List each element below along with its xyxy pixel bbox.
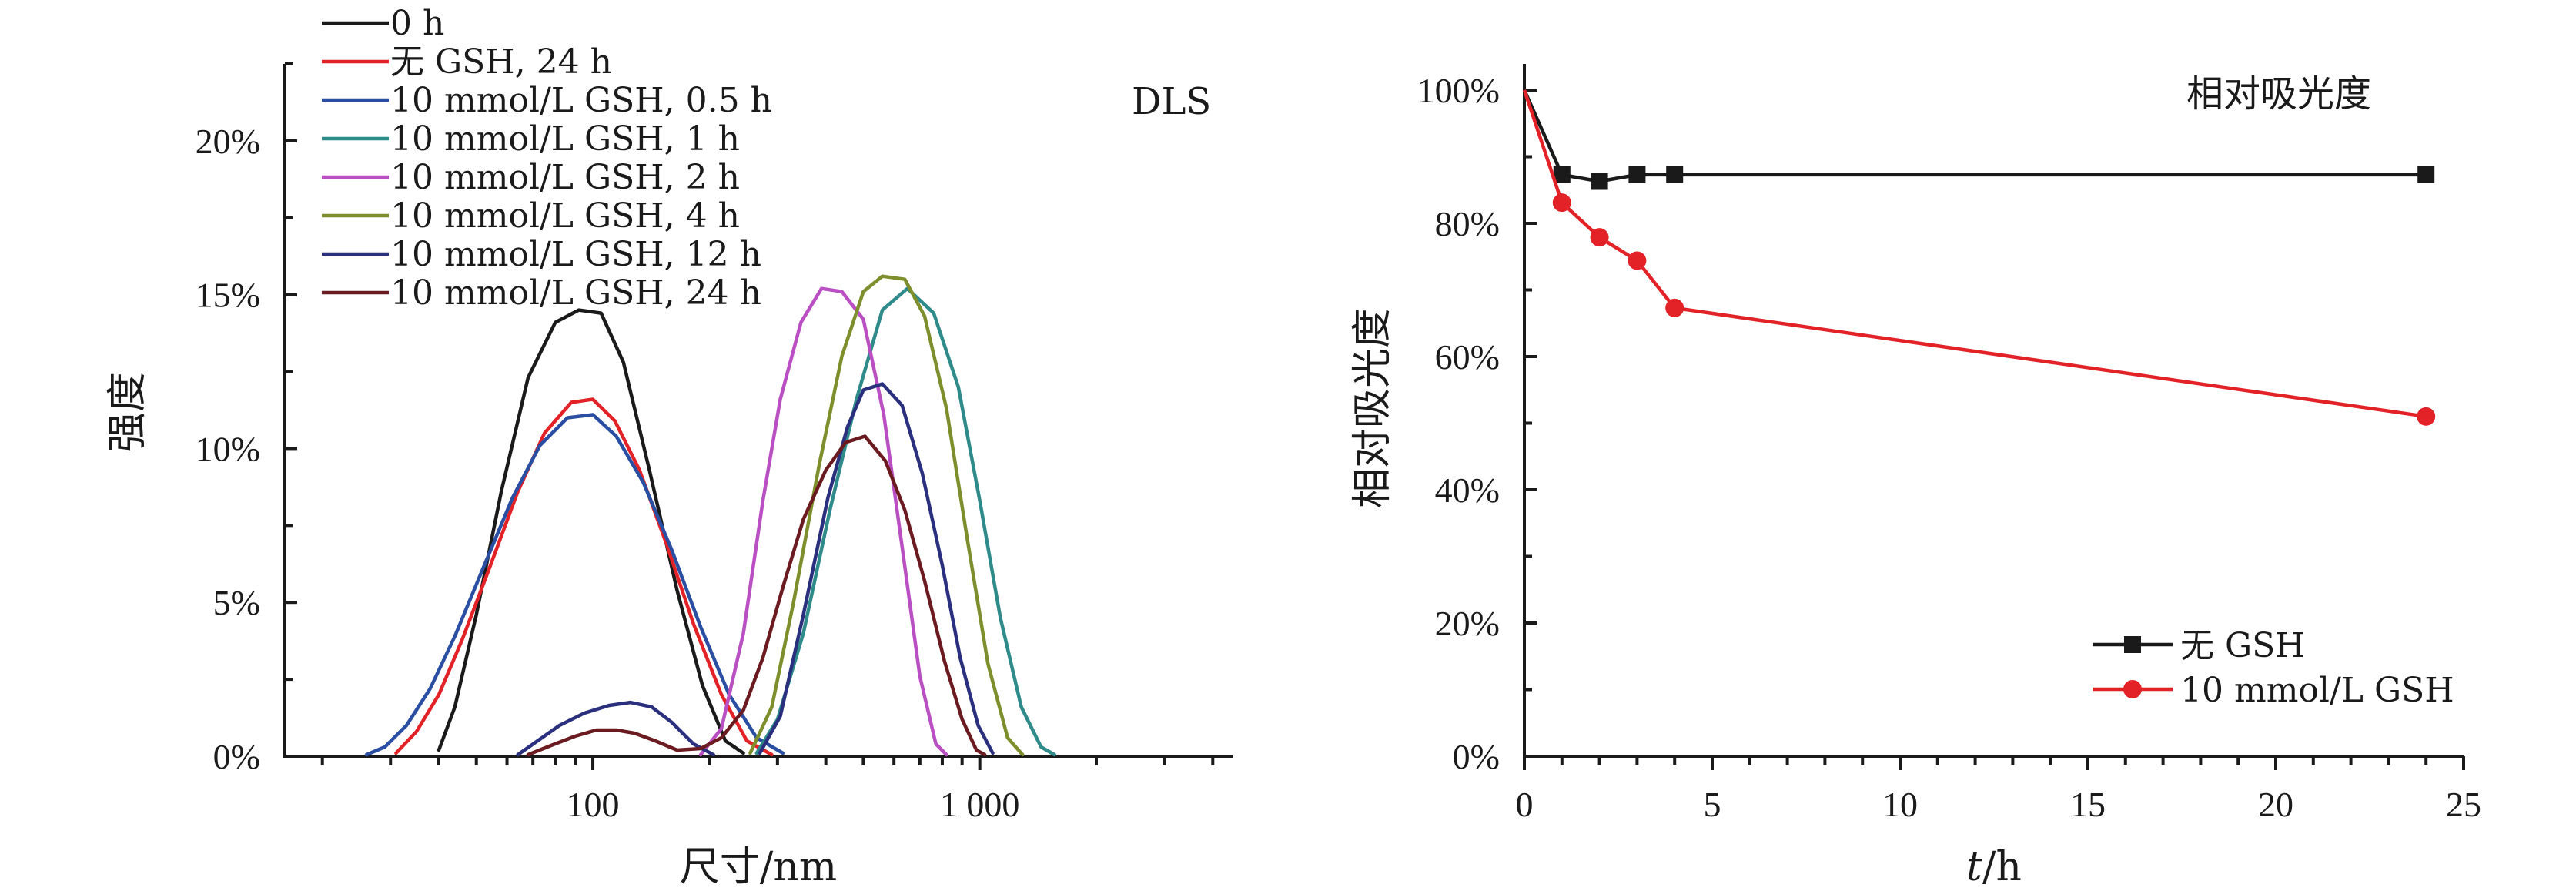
abs-legend-label: 无 GSH	[2180, 626, 2305, 665]
abs-x-axis-unit: /h	[1982, 844, 2022, 890]
dls-line-0-h	[437, 308, 745, 755]
abs-x-axis-title: t/h	[1966, 844, 2022, 890]
absorbance-chart: 0% 20% 40% 60% 80% 100% 0 5 10 15 20 25 相对吸光度 t/h 相…	[1350, 64, 2481, 890]
dls-y-tick-label: 5%	[213, 583, 260, 622]
abs-ticks: 0% 20% 40% 60% 80% 100% 0 5 10 15 20 25	[1417, 71, 2481, 824]
dls-y-tick-label: 15%	[196, 276, 260, 315]
dls-line-10-mmol-l-gsh-1-h	[754, 286, 1056, 757]
abs-y-tick-label: 60%	[1435, 337, 1500, 377]
abs-legend-marker	[2123, 680, 2142, 698]
dls-legend: 0 h无 GSH, 24 h10 mmol/L GSH, 0.5 h10 mmo…	[322, 4, 772, 313]
abs-point-circle	[2417, 407, 2436, 426]
abs-line-10-mmol-l-gsh	[1522, 89, 2427, 419]
abs-legend-marker	[2124, 636, 2141, 653]
dls-line-10-mmol-l-gsh-2-h	[698, 286, 948, 757]
dls-y-tick-label: 0%	[213, 737, 260, 776]
dls-line-10-mmol-l-gsh-12-h	[758, 382, 995, 755]
abs-y-tick-label: 0%	[1453, 737, 1500, 776]
dls-legend-label: 10 mmol/L GSH, 1 h	[390, 119, 740, 159]
dls-x-tick-label: 100	[567, 785, 620, 824]
abs-point-square	[1628, 166, 1646, 183]
dls-legend-label: 10 mmol/L GSH, 4 h	[390, 196, 740, 236]
abs-x-tick-label: 5	[1704, 785, 1721, 824]
abs-line-gsh	[1522, 89, 2427, 183]
abs-x-tick-label: 25	[2446, 785, 2481, 824]
dls-line-10-mmol-l-gsh-24-h	[526, 434, 987, 757]
abs-x-axis-var: t	[1966, 844, 1982, 890]
dls-line-10-mmol-l-gsh-12-h	[516, 700, 715, 757]
abs-series-group	[1522, 89, 2436, 426]
abs-y-tick-label: 20%	[1435, 604, 1500, 643]
abs-point-square	[1591, 173, 1608, 190]
dls-legend-label: 无 GSH, 24 h	[390, 42, 612, 82]
abs-y-tick-label: 100%	[1417, 71, 1500, 110]
dls-series-group	[364, 274, 1056, 757]
abs-x-tick-label: 15	[2070, 785, 2106, 824]
abs-y-tick-label: 40%	[1435, 471, 1500, 510]
abs-legend: 无 GSH 10 mmol/L GSH	[2093, 626, 2454, 710]
abs-y-axis-title: 相对吸光度	[1350, 308, 1396, 508]
dls-line-10-mmol-l-gsh-0-5-h	[364, 413, 785, 757]
abs-point-square	[1666, 166, 1684, 183]
dls-x-axis-title: 尺寸/nm	[680, 844, 837, 890]
dls-line-10-mmol-l-gsh-4-h	[748, 274, 1025, 757]
abs-annotation: 相对吸光度	[2186, 72, 2371, 116]
abs-x-tick-label: 20	[2258, 785, 2293, 824]
dls-line-gsh-24-h	[394, 397, 774, 757]
dls-chart: 0% 5% 10% 15% 20% 100 1 000 DLS 尺寸/nm 强度 0 h无 …	[105, 4, 1233, 890]
abs-point-circle	[1552, 193, 1571, 213]
dls-legend-label: 10 mmol/L GSH, 0.5 h	[390, 81, 772, 120]
dls-legend-label: 0 h	[390, 4, 444, 43]
abs-y-tick-label: 80%	[1435, 204, 1500, 243]
dls-legend-label: 10 mmol/L GSH, 24 h	[390, 273, 761, 313]
abs-point-square	[1553, 166, 1571, 183]
dls-ticks: 0% 5% 10% 15% 20% 100 1 000	[196, 62, 1215, 824]
abs-point-square	[2417, 166, 2435, 183]
dls-legend-label: 10 mmol/L GSH, 2 h	[390, 158, 740, 197]
abs-legend-label: 10 mmol/L GSH	[2180, 671, 2454, 710]
abs-point-circle	[1665, 298, 1684, 317]
abs-x-tick-label: 10	[1882, 785, 1918, 824]
abs-x-tick-label: 0	[1516, 785, 1534, 824]
dls-y-tick-label: 10%	[196, 429, 260, 468]
dls-annotation: DLS	[1132, 80, 1211, 123]
dls-legend-label: 10 mmol/L GSH, 12 h	[390, 235, 761, 274]
dls-y-tick-label: 20%	[196, 122, 260, 161]
dls-x-tick-label: 1 000	[940, 785, 1020, 824]
abs-point-circle	[1590, 228, 1609, 247]
dls-y-axis-title: 强度	[105, 372, 151, 452]
abs-point-circle	[1628, 251, 1647, 270]
